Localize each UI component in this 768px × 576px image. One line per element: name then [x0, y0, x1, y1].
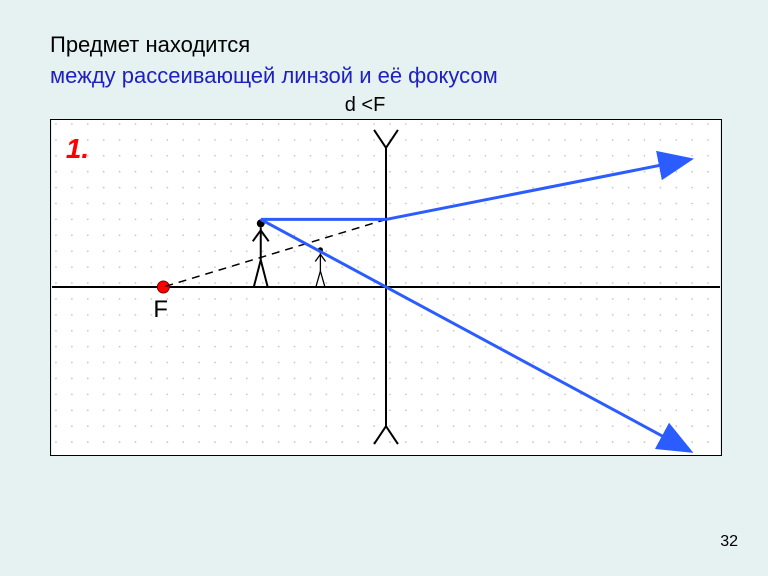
svg-text:F: F: [153, 295, 168, 322]
svg-text:1.: 1.: [66, 132, 89, 163]
title-block: Предмет находится между рассеивающей лин…: [50, 30, 718, 117]
title-line-2: между рассеивающей линзой и её фокусом: [50, 61, 718, 92]
title-line-1: Предмет находится: [50, 30, 718, 61]
optics-diagram: F 1.: [51, 120, 721, 455]
diagram-canvas: F 1.: [50, 119, 722, 456]
title-line-3: d <F: [50, 94, 680, 117]
page-number: 32: [720, 533, 738, 551]
slide: Предмет находится между рассеивающей лин…: [0, 0, 768, 576]
